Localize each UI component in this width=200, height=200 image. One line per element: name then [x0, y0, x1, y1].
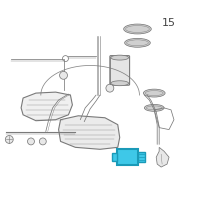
FancyBboxPatch shape: [110, 56, 130, 85]
Circle shape: [39, 138, 46, 145]
Circle shape: [5, 136, 13, 143]
Polygon shape: [156, 147, 169, 167]
Ellipse shape: [144, 104, 164, 111]
Ellipse shape: [111, 55, 129, 60]
Polygon shape: [21, 92, 72, 121]
Ellipse shape: [143, 89, 165, 97]
Polygon shape: [59, 116, 120, 149]
Text: 15: 15: [162, 18, 176, 28]
FancyBboxPatch shape: [117, 149, 138, 165]
Ellipse shape: [124, 24, 151, 34]
Circle shape: [60, 71, 67, 79]
FancyBboxPatch shape: [112, 153, 117, 161]
FancyBboxPatch shape: [138, 152, 145, 162]
Circle shape: [28, 138, 34, 145]
Ellipse shape: [125, 38, 150, 47]
Circle shape: [106, 84, 114, 92]
Ellipse shape: [111, 81, 129, 86]
